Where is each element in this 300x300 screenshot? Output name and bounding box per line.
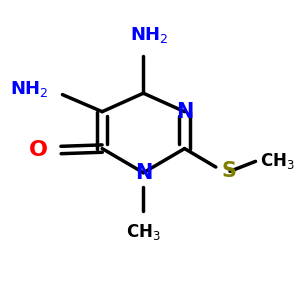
Text: N: N <box>176 102 193 122</box>
Text: CH$_3$: CH$_3$ <box>126 222 161 242</box>
Text: O: O <box>29 140 48 160</box>
Text: N: N <box>135 163 152 183</box>
Text: CH$_3$: CH$_3$ <box>260 151 295 171</box>
Text: NH$_2$: NH$_2$ <box>10 79 48 99</box>
Text: NH$_2$: NH$_2$ <box>130 25 168 45</box>
Text: S: S <box>221 161 236 181</box>
